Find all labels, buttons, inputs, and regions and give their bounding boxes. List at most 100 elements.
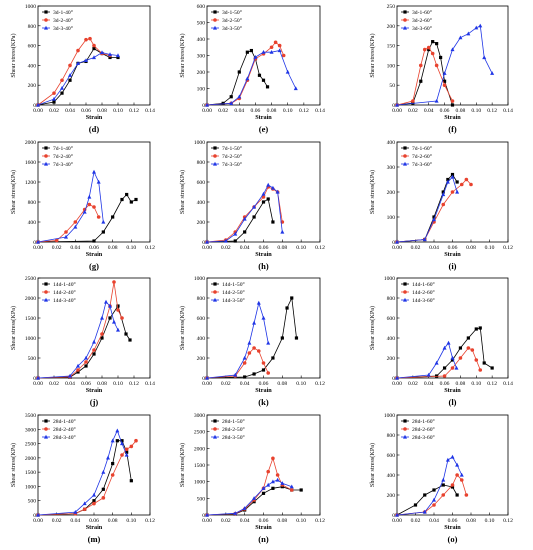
data-point (395, 375, 399, 380)
x-axis-label: Strain (255, 387, 272, 394)
panel-label: (f) (448, 124, 457, 134)
data-point (245, 50, 249, 54)
series-line (396, 456, 463, 516)
x-axis-label: Strain (86, 524, 103, 531)
y-tick-label: 0 (392, 103, 395, 109)
panel-label: (d) (89, 124, 100, 134)
x-axis-label: Strain (444, 387, 461, 394)
y-tick-label: 0 (33, 376, 36, 382)
legend-label: 28d-2-40° (53, 426, 76, 433)
series-line (37, 204, 100, 243)
data-point (455, 462, 460, 467)
legend-marker (213, 161, 217, 166)
data-point (266, 371, 271, 375)
x-tick-label: 0.08 (267, 108, 277, 114)
x-tick-label: 0.00 (392, 518, 402, 524)
y-tick-label: 200 (387, 190, 396, 196)
data-point (101, 230, 105, 234)
legend-label: 7d-2-40° (53, 153, 73, 160)
data-point (110, 438, 115, 443)
series-line (396, 178, 472, 243)
data-point (36, 239, 40, 244)
data-point (459, 182, 464, 187)
x-tick-label: 0.02 (49, 108, 59, 114)
legend-marker (403, 25, 407, 30)
x-tick-label: 0.02 (221, 518, 231, 524)
legend-marker (44, 290, 48, 294)
y-tick-label: 400 (28, 220, 37, 226)
y-tick-label: 600 (197, 316, 206, 322)
data-point (266, 340, 271, 345)
x-tick-label: 0.12 (503, 518, 513, 524)
data-point (442, 374, 447, 378)
legend-label: 14d-2-60° (412, 289, 435, 296)
x-tick-label: 0.04 (70, 245, 80, 251)
data-point (84, 355, 88, 360)
data-point (134, 197, 138, 202)
series-line (206, 50, 297, 106)
y-tick-label: 800 (197, 296, 206, 302)
data-point (256, 349, 261, 353)
y-tick-label: 200 (197, 220, 206, 226)
data-point (92, 239, 96, 243)
x-tick-label: 0.00 (202, 381, 212, 387)
y-tick-label: 2000 (194, 446, 205, 452)
x-tick-label: 0.06 (89, 245, 99, 251)
x-tick-label: 0.08 (108, 245, 118, 251)
x-tick-label: 0.04 (424, 381, 434, 387)
x-tick-label: 0.06 (251, 108, 261, 114)
data-point (106, 455, 110, 460)
data-point (285, 306, 289, 310)
y-tick-label: 0 (392, 513, 395, 519)
y-tick-label: 200 (387, 24, 396, 30)
legend-marker (44, 18, 48, 22)
data-point (266, 469, 271, 474)
legend-marker (403, 427, 407, 431)
legend-marker (213, 427, 217, 431)
series-line (396, 176, 458, 243)
legend-marker (44, 434, 48, 439)
data-point (68, 373, 72, 378)
data-point (60, 85, 64, 90)
y-tick-label: 800 (387, 296, 396, 302)
data-point (92, 55, 96, 60)
data-point (266, 182, 271, 187)
x-tick-label: 0.06 (81, 108, 91, 114)
y-tick-label: 200 (197, 356, 206, 362)
data-point (36, 102, 40, 107)
legend-label: 7d-3-40° (53, 161, 73, 168)
x-tick-label: 0.10 (283, 108, 293, 114)
legend-marker (44, 419, 48, 423)
y-tick-label: 1000 (25, 4, 36, 10)
data-point (277, 43, 282, 48)
series-line (206, 41, 285, 106)
x-axis-label: Strain (86, 387, 103, 394)
x-tick-label: 0.08 (97, 108, 107, 114)
data-point (253, 54, 258, 59)
y-tick-label: 800 (28, 200, 37, 206)
x-tick-label: 0.04 (234, 108, 244, 114)
data-point (441, 477, 446, 482)
panel-label: (g) (89, 261, 99, 271)
data-point (92, 46, 96, 51)
data-point (125, 192, 129, 197)
data-point (124, 447, 129, 452)
x-tick-label: 0.10 (113, 108, 123, 114)
data-point (269, 45, 274, 50)
data-point (450, 355, 455, 360)
data-point (418, 63, 423, 68)
data-point (242, 216, 247, 221)
data-point (54, 238, 59, 243)
x-tick-label: 0.06 (259, 518, 269, 524)
series-line (37, 440, 137, 516)
data-point (395, 512, 399, 517)
data-point (426, 372, 431, 377)
y-tick-label: 2500 (25, 442, 36, 448)
x-tick-label: 0.04 (65, 108, 75, 114)
data-point (82, 209, 87, 214)
x-tick-label: 0.00 (392, 108, 402, 114)
data-point (116, 304, 120, 308)
series-line (396, 327, 493, 379)
legend-marker (44, 282, 48, 286)
x-tick-label: 0.08 (466, 518, 476, 524)
